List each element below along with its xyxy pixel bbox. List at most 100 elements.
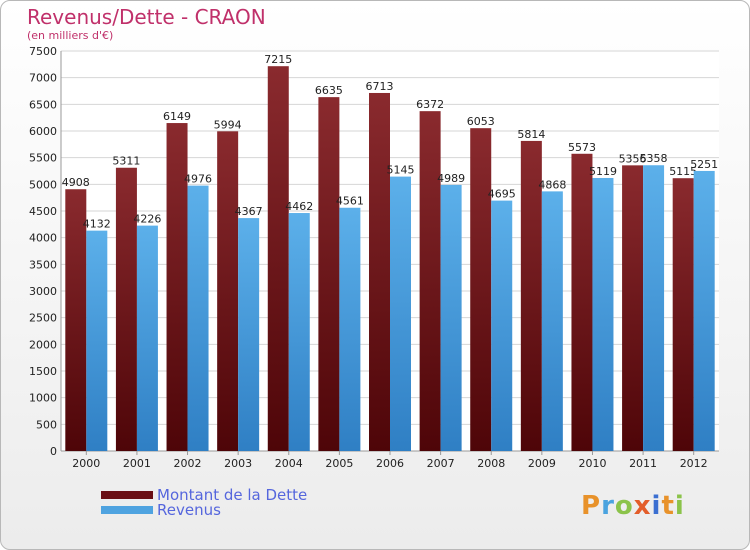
logo-letter: t (661, 491, 675, 521)
y-tick-label: 2500 (29, 312, 57, 325)
x-tick-label: 2007 (427, 457, 455, 470)
y-tick-label: 7000 (29, 72, 57, 85)
y-tick-label: 3500 (29, 258, 57, 271)
x-tick-label: 2004 (275, 457, 303, 470)
proxiti-logo: Proxiti (581, 491, 685, 521)
data-label-dette: 6149 (163, 110, 191, 123)
data-label-revenus: 5119 (589, 165, 617, 178)
data-label-dette: 5115 (669, 165, 697, 178)
bar-revenus (693, 170, 715, 452)
data-label-revenus: 4976 (184, 173, 212, 186)
bar-dette (622, 165, 644, 451)
logo-letter: i (651, 491, 662, 521)
y-tick-label: 500 (36, 418, 57, 431)
legend-swatch-dette (101, 490, 153, 499)
data-label-dette: 5814 (517, 128, 545, 141)
bar-revenus (339, 207, 361, 451)
y-tick-label: 5000 (29, 178, 57, 191)
data-label-revenus: 4367 (235, 205, 263, 218)
data-label-revenus: 4132 (83, 218, 111, 231)
data-label-revenus: 5358 (640, 152, 668, 165)
data-label-dette: 6635 (315, 84, 343, 97)
legend-item-dette: Montant de la Dette (101, 485, 308, 504)
bar-dette (520, 140, 542, 452)
bar-dette (369, 92, 390, 452)
bar-dette (419, 111, 441, 451)
logo-letter: P (581, 491, 602, 521)
x-tick-label: 2003 (224, 457, 252, 470)
x-tick-label: 2001 (123, 457, 151, 470)
bar-revenus (136, 225, 158, 451)
bar-revenus (541, 191, 563, 451)
bar-dette (166, 123, 188, 451)
x-tick-label: 2008 (477, 457, 505, 470)
data-label-dette: 5573 (568, 141, 596, 154)
bar-dette (65, 189, 87, 452)
bar-dette (267, 66, 289, 451)
chart-title: Revenus/Dette - CRAON (27, 5, 266, 29)
data-label-dette: 7215 (264, 53, 292, 66)
logo-letter: o (614, 491, 634, 521)
data-label-revenus: 4561 (336, 195, 364, 208)
y-tick-label: 1000 (29, 392, 57, 405)
bar-dette (470, 128, 492, 451)
y-tick-label: 4500 (29, 205, 57, 218)
bar-dette (318, 97, 340, 451)
legend-swatch-revenus (101, 505, 153, 514)
chart-subtitle: (en milliers d'€) (27, 29, 114, 42)
data-label-dette: 4908 (62, 176, 90, 189)
bar-revenus (491, 200, 513, 451)
data-label-revenus: 4462 (285, 200, 313, 213)
bar-revenus (288, 213, 310, 451)
x-tick-label: 2010 (578, 457, 606, 470)
bar-dette (217, 131, 239, 451)
legend-label-revenus: Revenus (157, 500, 221, 519)
data-label-dette: 6372 (416, 98, 444, 111)
y-tick-label: 1500 (29, 365, 57, 378)
x-tick-label: 2009 (528, 457, 556, 470)
data-label-dette: 6053 (467, 115, 495, 128)
data-label-dette: 5356 (619, 152, 647, 165)
logo-letter: r (601, 491, 615, 521)
y-tick-label: 7500 (29, 45, 57, 58)
x-tick-label: 2006 (376, 457, 404, 470)
legend-label-dette: Montant de la Dette (157, 485, 308, 504)
data-label-revenus: 4695 (488, 188, 516, 201)
legend-item-revenus: Revenus (101, 500, 307, 519)
y-tick-label: 3000 (29, 285, 57, 298)
x-tick-label: 2012 (680, 457, 708, 470)
bar-revenus (238, 218, 260, 451)
data-label-revenus: 5145 (387, 164, 415, 177)
x-tick-label: 2002 (174, 457, 202, 470)
bar-revenus (86, 230, 108, 451)
bar-revenus (643, 165, 665, 452)
bar-revenus (187, 185, 209, 451)
bar-revenus (390, 176, 411, 451)
bar-dette (672, 178, 694, 451)
bar-revenus (592, 177, 614, 451)
y-tick-label: 6500 (29, 98, 57, 111)
logo-letter: i (674, 491, 685, 521)
data-label-revenus: 4226 (133, 213, 161, 226)
x-tick-label: 2011 (629, 457, 657, 470)
x-tick-label: 2000 (72, 457, 100, 470)
data-label-dette: 5994 (214, 118, 242, 131)
data-label-dette: 5311 (112, 155, 140, 168)
y-tick-label: 0 (50, 445, 57, 458)
data-label-revenus: 4868 (538, 178, 566, 191)
bar-revenus (440, 184, 462, 452)
y-tick-label: 6000 (29, 125, 57, 138)
bar-dette (115, 167, 137, 451)
data-label-dette: 6713 (366, 80, 394, 93)
y-tick-label: 2000 (29, 338, 57, 351)
data-label-revenus: 5251 (690, 158, 718, 171)
y-tick-label: 5500 (29, 152, 57, 165)
x-tick-label: 2005 (325, 457, 353, 470)
logo-letter: x (633, 491, 652, 521)
data-label-revenus: 4989 (437, 172, 465, 185)
bar-dette (571, 153, 593, 452)
y-tick-label: 4000 (29, 232, 57, 245)
legend: Montant de la Dette Revenus (101, 485, 308, 519)
